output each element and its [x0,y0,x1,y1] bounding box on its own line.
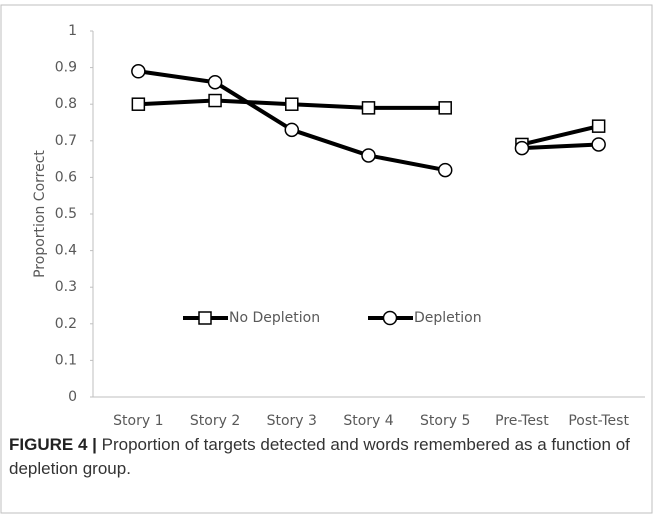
y-tick-label: 0 [68,389,77,405]
marker [382,310,398,326]
marker [207,74,223,90]
x-tick-label: Story 2 [190,413,240,429]
x-tick-label: Story 5 [420,413,470,429]
marker [131,97,146,111]
series-line [521,124,600,147]
marker [437,162,453,178]
caption-text: Proportion of targets detected and words… [9,435,630,478]
y-tick-label: 0.6 [55,169,77,185]
x-tick-label: Post-Test [568,413,629,429]
y-tick-label: 0.2 [55,316,77,332]
x-tick-label: Story 1 [113,413,163,429]
caption: FIGURE 4 | Proportion of targets detecte… [9,433,639,481]
y-tick-label: 0.9 [55,60,77,76]
marker [284,122,300,138]
marker [208,93,222,108]
y-tick-label: 0.8 [55,96,77,112]
y-tick-label: 1 [68,23,77,39]
marker [361,148,376,163]
frame [0,4,653,514]
y-axis-label: Proportion Correct [32,150,48,278]
y-tick-label: 0.5 [55,206,77,222]
marker [514,140,530,156]
y-tick-label: 0.3 [55,279,77,295]
y-tick-label: 0.7 [55,133,77,149]
marker [591,137,606,152]
caption-label: FIGURE 4 | [9,435,97,454]
marker [198,311,212,325]
x-tick-label: Story 3 [267,413,317,429]
legend-label: Depletion [414,310,482,326]
marker [285,97,299,111]
marker [361,101,376,115]
x-tick-label: Story 4 [343,413,393,429]
y-tick-label: 0.4 [55,243,77,259]
legend-label: No Depletion [229,310,320,326]
series-line [138,69,446,173]
y-tick-label: 0.1 [55,352,77,368]
x-tick-label: Pre-Test [495,413,549,429]
series-line [521,142,599,151]
marker [131,64,146,79]
marker [438,101,452,115]
marker [591,119,606,133]
